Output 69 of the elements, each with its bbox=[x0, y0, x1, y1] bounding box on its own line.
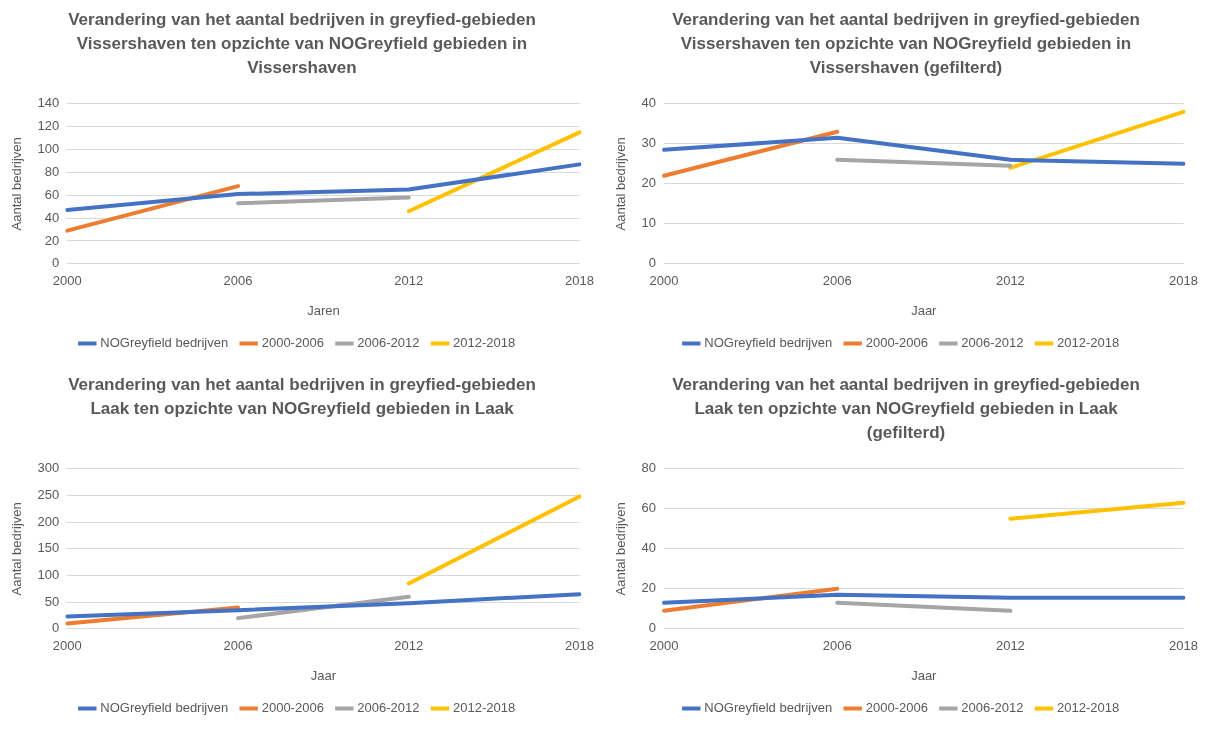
y-tick-label: 40 bbox=[641, 540, 657, 556]
legend-label: 2006-2012 bbox=[357, 335, 420, 351]
x-tick-label: 2006 bbox=[223, 273, 253, 289]
y-tick-label: 10 bbox=[641, 215, 657, 231]
y-tick-label: 20 bbox=[44, 232, 60, 248]
y-tick-label: 300 bbox=[37, 460, 60, 476]
y-axis-title: Aantal bedrijven bbox=[613, 502, 629, 596]
y-axis-title: Aantal bedrijven bbox=[9, 502, 25, 596]
x-tick-label: 2012 bbox=[995, 273, 1025, 289]
legend-label: 2006-2012 bbox=[961, 335, 1024, 351]
legend-label: 2000-2006 bbox=[865, 700, 928, 716]
x-axis-title: Jaar bbox=[911, 667, 938, 683]
legend-label: 2006-2012 bbox=[357, 700, 420, 716]
y-axis-title: Aantal bedrijven bbox=[613, 137, 629, 231]
y-tick-label: 50 bbox=[44, 593, 60, 609]
legend-label: 2000-2006 bbox=[865, 335, 928, 351]
y-tick-label: 200 bbox=[37, 513, 60, 529]
x-tick-label: 2018 bbox=[1169, 638, 1198, 654]
legend-label: 2000-2006 bbox=[261, 335, 324, 351]
y-tick-label: 0 bbox=[52, 620, 60, 636]
chart-title: Verandering van het aantal bedrijven in greyfied-gebieden Laak ten opzichte van NOGreyfield gebieden in Laak (gefilterd) bbox=[671, 374, 1141, 444]
x-tick-label: 2018 bbox=[565, 638, 594, 654]
x-tick-label: 2006 bbox=[223, 638, 253, 654]
y-tick-label: 80 bbox=[44, 163, 60, 179]
y-tick-label: 140 bbox=[37, 95, 60, 111]
y-tick-label: 40 bbox=[44, 209, 60, 225]
y-tick-label: 40 bbox=[641, 95, 657, 111]
x-axis-title: Jaren bbox=[307, 302, 340, 318]
legend-label: 2012-2018 bbox=[1057, 700, 1120, 716]
y-tick-label: 0 bbox=[52, 255, 60, 271]
y-tick-label: 80 bbox=[641, 460, 657, 476]
chart-title: Verandering van het aantal bedrijven in greyfied-gebieden Vissershaven ten opzichte van NOGreyfield gebieden in Vissershaven (gefilterd) bbox=[671, 9, 1141, 79]
y-tick-label: 100 bbox=[37, 141, 60, 157]
legend-label: NOGreyfield bedrijven bbox=[704, 700, 833, 716]
x-tick-label: 2006 bbox=[822, 638, 852, 654]
y-tick-label: 60 bbox=[44, 186, 60, 202]
legend-label: 2012-2018 bbox=[453, 335, 516, 351]
y-tick-label: 0 bbox=[648, 620, 657, 636]
legend-label: 2006-2012 bbox=[961, 700, 1024, 716]
x-tick-label: 2018 bbox=[1169, 273, 1198, 289]
legend-label: NOGreyfield bedrijven bbox=[100, 700, 229, 716]
chart-title: Verandering van het aantal bedrijven in greyfied-gebieden Laak ten opzichte van NOGreyfield gebieden in Laak bbox=[67, 374, 537, 420]
chart-title: Verandering van het aantal bedrijven in greyfied-gebieden Vissershaven ten opzichte van NOGreyfield gebieden in Vissershaven bbox=[67, 9, 537, 79]
x-axis-title: Jaar bbox=[310, 667, 337, 683]
x-tick-label: 2006 bbox=[822, 273, 852, 289]
x-axis-title: Jaar bbox=[911, 302, 938, 318]
y-tick-label: 20 bbox=[641, 175, 657, 191]
legend-label: NOGreyfield bedrijven bbox=[704, 335, 833, 351]
y-tick-label: 120 bbox=[37, 118, 60, 134]
y-tick-label: 250 bbox=[37, 487, 60, 503]
legend-label: 2012-2018 bbox=[1057, 335, 1120, 351]
y-tick-label: 30 bbox=[641, 135, 657, 151]
x-tick-label: 2000 bbox=[649, 273, 679, 289]
x-tick-label: 2012 bbox=[394, 638, 424, 654]
x-tick-label: 2012 bbox=[995, 638, 1025, 654]
y-tick-label: 60 bbox=[641, 500, 657, 516]
legend-label: 2012-2018 bbox=[453, 700, 516, 716]
x-tick-label: 2012 bbox=[394, 273, 424, 289]
y-tick-label: 0 bbox=[648, 255, 657, 271]
y-axis-title: Aantal bedrijven bbox=[9, 137, 25, 231]
legend-label: 2000-2006 bbox=[261, 700, 324, 716]
x-tick-label: 2000 bbox=[52, 638, 82, 654]
legend-label: NOGreyfield bedrijven bbox=[100, 335, 229, 351]
x-tick-label: 2018 bbox=[565, 273, 594, 289]
y-tick-label: 20 bbox=[641, 580, 657, 596]
y-tick-label: 150 bbox=[37, 540, 60, 556]
x-tick-label: 2000 bbox=[649, 638, 679, 654]
y-tick-label: 100 bbox=[37, 567, 60, 583]
x-tick-label: 2000 bbox=[52, 273, 82, 289]
